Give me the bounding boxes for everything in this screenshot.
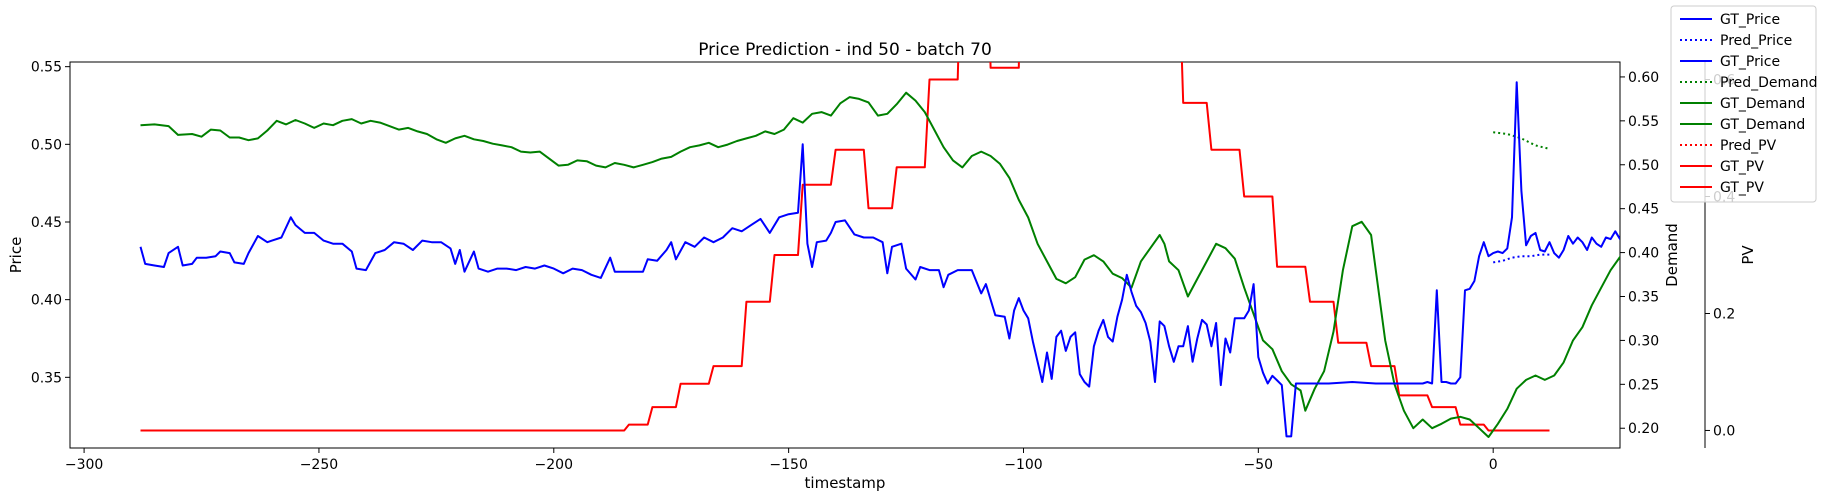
legend-label: GT_Price xyxy=(1720,12,1780,28)
price-tick-label: 0.55 xyxy=(31,60,62,76)
demand-tick-label: 0.25 xyxy=(1628,377,1659,393)
legend-label: GT_PV xyxy=(1720,180,1764,196)
series-line-gt-price xyxy=(139,81,1620,438)
series-group xyxy=(139,62,1620,438)
x-tick-label: 0 xyxy=(1489,457,1498,473)
pv-tick-label: 0.2 xyxy=(1713,306,1735,322)
price-tick-label: 0.50 xyxy=(31,137,62,153)
x-tick-label: −200 xyxy=(535,457,573,473)
price-tick-label: 0.35 xyxy=(31,370,62,386)
legend-label: GT_Demand xyxy=(1720,96,1805,112)
price-axis-ticks: 0.35 0.40 0.45 0.50 0.55 xyxy=(31,60,70,386)
plot-area xyxy=(69,61,1621,449)
x-tick-label: −150 xyxy=(769,457,807,473)
x-axis-ticks: −300 −250 −200 −150 −100 −50 0 xyxy=(65,448,1498,473)
x-tick-label: −300 xyxy=(65,457,103,473)
legend: GT_Price Pred_Price GT_Price Pred_Demand GT_… xyxy=(1670,5,1818,203)
demand-axis-label: Demand xyxy=(1663,223,1681,287)
demand-tick-label: 0.60 xyxy=(1628,70,1659,86)
demand-tick-label: 0.40 xyxy=(1628,246,1659,262)
demand-tick-label: 0.35 xyxy=(1628,289,1659,305)
demand-tick-label: 0.20 xyxy=(1628,421,1659,437)
demand-tick-label: 0.55 xyxy=(1628,114,1659,130)
demand-tick-label: 0.45 xyxy=(1628,202,1659,218)
demand-tick-label: 0.30 xyxy=(1628,333,1659,349)
series-line-gt-demand xyxy=(140,91,1620,438)
pv-tick-label: 0.0 xyxy=(1713,423,1735,439)
legend-label: Pred_PV xyxy=(1720,138,1777,154)
price-axis-label: Price xyxy=(7,237,25,274)
price-tick-label: 0.45 xyxy=(31,215,62,231)
demand-axis-ticks: 0.20 0.25 0.30 0.35 0.40 0.45 0.50 0.55 0.60 xyxy=(1620,70,1659,437)
chart-title: Price Prediction - ind 50 - batch 70 xyxy=(698,40,992,60)
demand-tick-label: 0.50 xyxy=(1628,158,1659,174)
x-tick-label: −250 xyxy=(300,457,338,473)
legend-label: GT_PV xyxy=(1720,159,1764,175)
legend-label: Pred_Price xyxy=(1720,33,1792,49)
price-tick-label: 0.40 xyxy=(31,293,62,309)
series-line-gt-pv xyxy=(140,62,1550,432)
x-tick-label: −100 xyxy=(1004,457,1042,473)
x-axis-label: timestamp xyxy=(805,474,886,492)
x-tick-label: −50 xyxy=(1244,457,1274,473)
legend-label: GT_Demand xyxy=(1720,117,1805,133)
legend-label: GT_Price xyxy=(1720,54,1780,70)
legend-label: Pred_Demand xyxy=(1720,75,1818,91)
legend-frame xyxy=(1670,5,1817,203)
pv-axis-label: PV xyxy=(1739,245,1757,265)
